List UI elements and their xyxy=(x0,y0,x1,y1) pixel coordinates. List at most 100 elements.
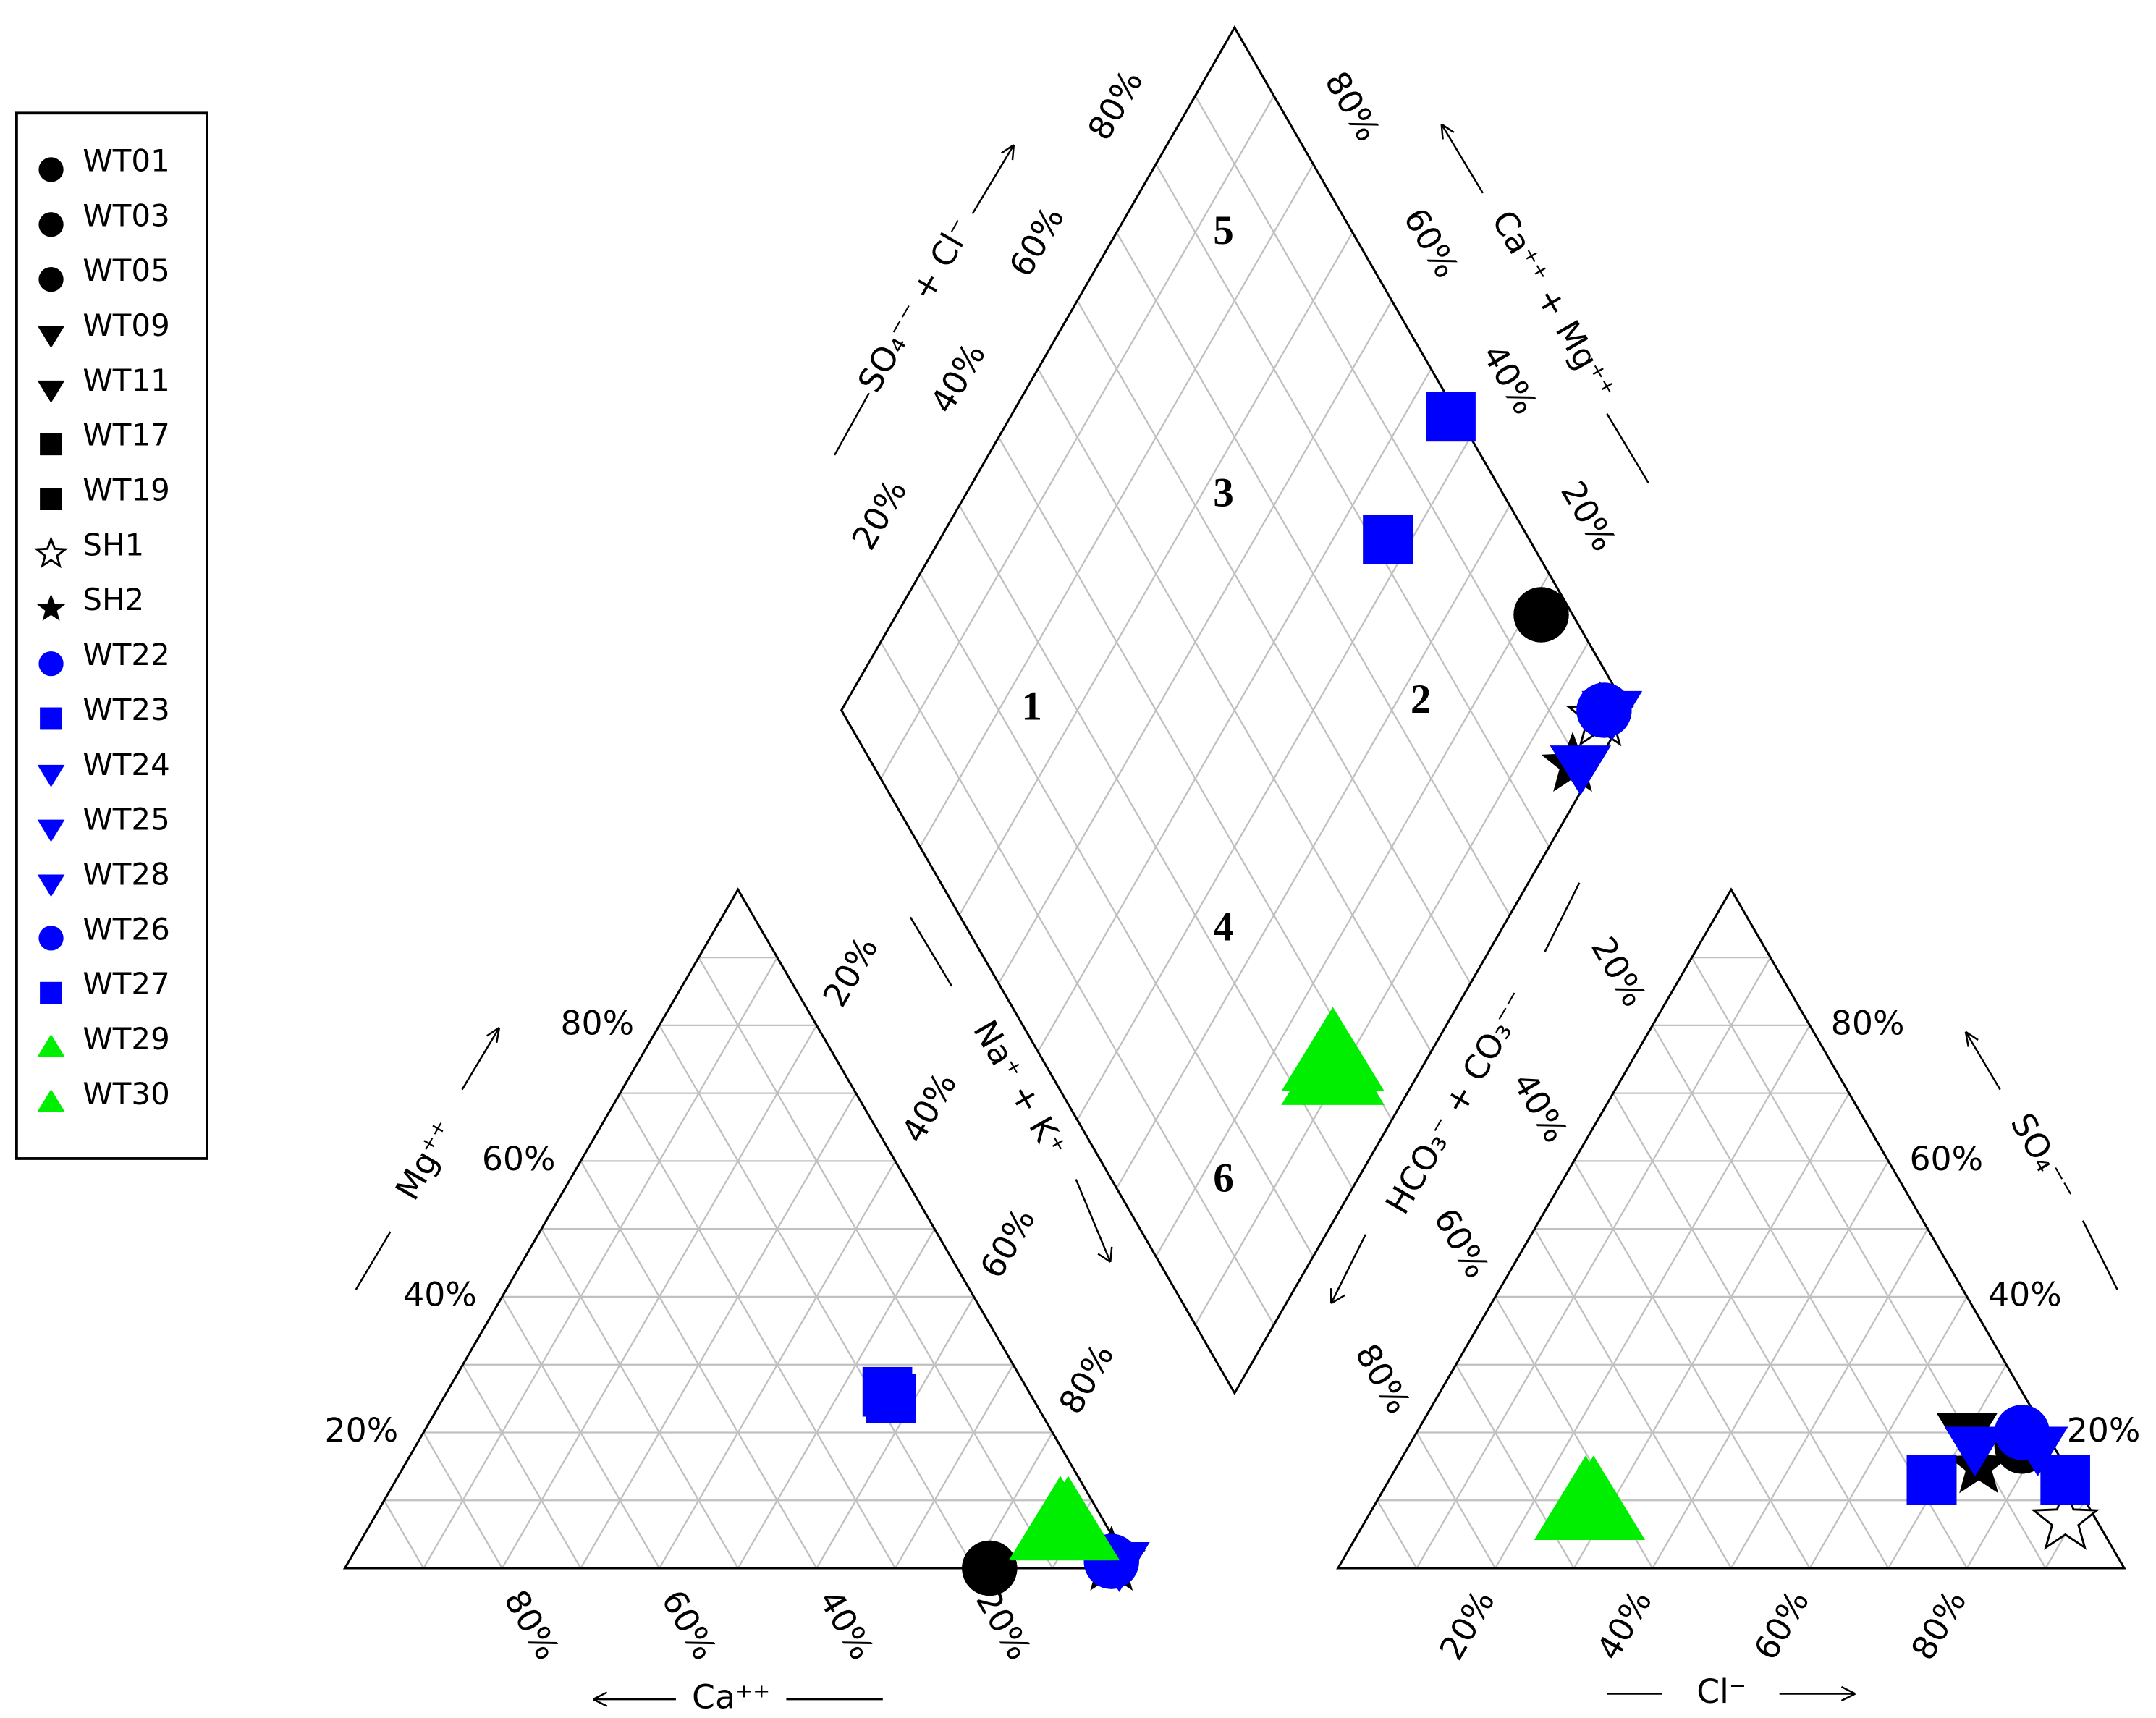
legend-marker xyxy=(34,536,69,569)
legend-label: WT19 xyxy=(83,473,169,508)
legend-item: WT01 xyxy=(38,143,170,182)
axis-arrows xyxy=(355,123,2118,1707)
grid-line xyxy=(1534,1228,1732,1569)
legend-item: WT22 xyxy=(38,637,170,677)
grid-line xyxy=(894,1364,1014,1569)
legend-marker xyxy=(40,707,62,730)
tick-label: 20% xyxy=(816,931,886,1014)
legend-marker xyxy=(37,1034,65,1057)
legend-item: WT19 xyxy=(40,473,170,510)
anion-point xyxy=(1944,1426,2005,1477)
legend-marker xyxy=(40,981,62,1004)
legend-marker xyxy=(38,266,64,292)
grid-line xyxy=(1377,1499,1418,1569)
legend-marker xyxy=(37,819,65,842)
tick-label: 40% xyxy=(403,1275,477,1313)
tick-label: 40% xyxy=(1589,1583,1660,1667)
tick-label: 60% xyxy=(1002,200,1072,284)
grid-line xyxy=(1730,1228,1929,1569)
grid-line xyxy=(919,164,1314,847)
grid-line xyxy=(879,95,1275,779)
grid-line xyxy=(1416,957,1772,1569)
legend-item: WT30 xyxy=(37,1076,170,1112)
tick-label: 20% xyxy=(845,473,915,557)
axis-title: Mg⁺⁺ xyxy=(388,1114,463,1206)
legend-marker xyxy=(37,874,65,897)
tick-label: 80% xyxy=(1831,1004,1905,1042)
legend-marker xyxy=(37,764,65,787)
anion-point xyxy=(1994,1405,2050,1460)
grid-line xyxy=(1076,300,1471,984)
grid-line xyxy=(737,1228,936,1569)
zone-label: 5 xyxy=(1213,208,1234,253)
legend-item: SH2 xyxy=(36,582,144,621)
tick-label: 20% xyxy=(968,1583,1039,1667)
tick-label: 40% xyxy=(1474,338,1544,421)
cation-point xyxy=(1008,1476,1112,1561)
legend-marker xyxy=(38,157,64,182)
diamond-point xyxy=(1513,587,1569,643)
grid-line xyxy=(958,232,1353,916)
tick-label: 80% xyxy=(1348,1337,1418,1421)
tick-label: 40% xyxy=(811,1583,882,1667)
legend-label: WT03 xyxy=(83,198,169,233)
tick-label: 60% xyxy=(1746,1583,1817,1667)
legend-marker xyxy=(38,212,64,237)
grid-line xyxy=(501,1296,661,1569)
diamond-point xyxy=(1281,1007,1385,1092)
grid-line xyxy=(541,1228,739,1569)
tick-label: 60% xyxy=(654,1583,724,1667)
grid-line xyxy=(698,957,1054,1569)
legend-label: WT17 xyxy=(83,418,169,453)
axis-title: SO₄⁻⁻ xyxy=(2003,1106,2084,1209)
tick-label: 60% xyxy=(973,1202,1043,1285)
cation-point xyxy=(962,1540,1018,1596)
legend-label: WT29 xyxy=(83,1021,169,1057)
tick-label: 60% xyxy=(1396,202,1466,285)
zone-label: 4 xyxy=(1213,905,1234,950)
legend-marker xyxy=(37,380,65,403)
tick-label: 60% xyxy=(1426,1202,1497,1285)
grid-line xyxy=(1115,232,1511,916)
legend-marker xyxy=(38,651,64,677)
tick-label: 80% xyxy=(1081,64,1151,147)
legend-label: SH1 xyxy=(83,527,144,562)
grid-line xyxy=(816,1296,975,1569)
legend-label: WT26 xyxy=(83,911,169,947)
legend-item: WT25 xyxy=(37,802,170,842)
diamond-point xyxy=(1363,515,1413,564)
tick-label: 20% xyxy=(1432,1583,1502,1667)
legend-item: WT24 xyxy=(37,747,170,787)
legend-marker xyxy=(36,593,66,621)
tick-label: 60% xyxy=(1909,1140,1983,1178)
legend-label: WT25 xyxy=(83,802,169,837)
grid-line xyxy=(997,300,1393,984)
grid-line xyxy=(1416,1431,1497,1569)
grid-line xyxy=(1155,164,1550,847)
legend-label: SH2 xyxy=(83,582,144,617)
legend-marker xyxy=(40,433,62,456)
cation-point xyxy=(862,1366,913,1417)
tick-label: 20% xyxy=(1584,931,1654,1014)
legend-marker xyxy=(37,1089,65,1112)
legend-label: WT09 xyxy=(83,308,169,343)
legend-item: WT29 xyxy=(37,1021,170,1057)
tick-label: 40% xyxy=(895,1066,965,1149)
tick-label: 60% xyxy=(482,1140,556,1178)
anion-point xyxy=(1906,1455,1957,1505)
grid-line xyxy=(1194,95,1589,779)
tick-label: 40% xyxy=(923,337,994,420)
legend-label: WT27 xyxy=(83,966,169,1002)
legend-item: WT09 xyxy=(37,308,170,348)
tick-label: 80% xyxy=(1052,1337,1122,1421)
zone-label: 2 xyxy=(1411,677,1432,722)
legend-label: WT28 xyxy=(83,857,169,892)
legend-label: WT24 xyxy=(83,747,169,782)
grid-line xyxy=(1809,1296,1968,1569)
legend-label: WT23 xyxy=(83,692,169,727)
grid-line xyxy=(1612,1093,1890,1569)
legend-item: WT28 xyxy=(37,857,170,897)
axis-title: Na⁺ + K⁺ xyxy=(965,1014,1074,1164)
legend-marker xyxy=(38,926,64,951)
